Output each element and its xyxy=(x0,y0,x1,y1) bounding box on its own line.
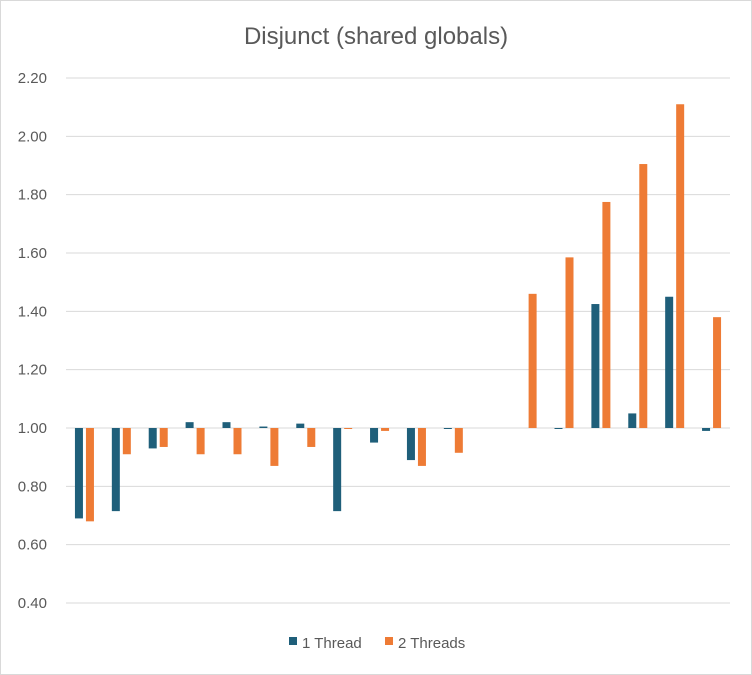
bar-2-threads-16 xyxy=(639,164,648,428)
bar-1-thread-14 xyxy=(554,428,563,429)
bar-1-thread-17 xyxy=(665,296,674,428)
y-tick-label: 2.00 xyxy=(18,128,47,145)
bar-1-thread-4 xyxy=(185,422,194,428)
y-tick-label: 1.40 xyxy=(18,303,47,320)
bar-2-threads-2 xyxy=(122,428,131,455)
y-tick-label: 1.80 xyxy=(18,187,47,204)
bar-2-threads-3 xyxy=(159,428,168,447)
bar-2-threads-10 xyxy=(417,428,426,466)
bar-1-thread-18 xyxy=(702,428,711,431)
gridlines xyxy=(66,77,730,604)
bar-2-threads-6 xyxy=(270,428,279,466)
bar-2-threads-15 xyxy=(602,201,611,428)
legend-label-1-thread: 1 Thread xyxy=(302,635,362,652)
bar-1-thread-5 xyxy=(222,422,231,428)
bar-1-thread-7 xyxy=(296,423,305,428)
legend-swatch-2-threads xyxy=(385,637,393,645)
bar-1-thread-11 xyxy=(443,428,452,429)
y-tick-label: 0.40 xyxy=(18,595,47,612)
bar-2-threads-9 xyxy=(381,428,390,431)
bar-2-threads-1 xyxy=(85,428,94,522)
y-tick-label: 0.60 xyxy=(18,537,47,554)
legend-label-2-threads: 2 Threads xyxy=(398,635,465,652)
bar-1-thread-1 xyxy=(74,428,83,519)
bar-2-threads-13 xyxy=(528,293,537,428)
bar-2-threads-14 xyxy=(565,257,574,428)
bar-1-thread-6 xyxy=(259,426,268,428)
y-tick-label: 1.20 xyxy=(18,362,47,379)
bar-2-threads-4 xyxy=(196,428,205,455)
bar-1-thread-9 xyxy=(370,428,379,443)
y-tick-label: 1.00 xyxy=(18,420,47,437)
bar-2-threads-7 xyxy=(307,428,316,447)
legend: 1 Thread 2 Threads xyxy=(289,635,465,652)
y-tick-label: 2.20 xyxy=(18,70,47,87)
bar-2-threads-11 xyxy=(454,428,463,453)
bars xyxy=(74,104,722,522)
bar-2-threads-8 xyxy=(344,428,353,429)
bar-1-thread-8 xyxy=(333,428,342,512)
bar-1-thread-3 xyxy=(148,428,157,449)
bar-2-threads-5 xyxy=(233,428,242,455)
y-tick-label: 0.80 xyxy=(18,478,47,495)
bar-1-thread-16 xyxy=(628,413,637,428)
bar-1-thread-10 xyxy=(406,428,415,461)
bar-2-threads-18 xyxy=(713,317,722,428)
legend-swatch-1-thread xyxy=(289,637,297,645)
chart-title: Disjunct (shared globals) xyxy=(244,23,508,50)
bar-2-threads-17 xyxy=(676,104,685,428)
bar-1-thread-2 xyxy=(111,428,120,512)
y-tick-label: 1.60 xyxy=(18,245,47,262)
bar-1-thread-15 xyxy=(591,304,600,428)
y-axis-ticks: 0.40 0.60 0.80 1.00 1.20 1.40 1.60 1.80 2.00 2.20 xyxy=(18,70,47,612)
